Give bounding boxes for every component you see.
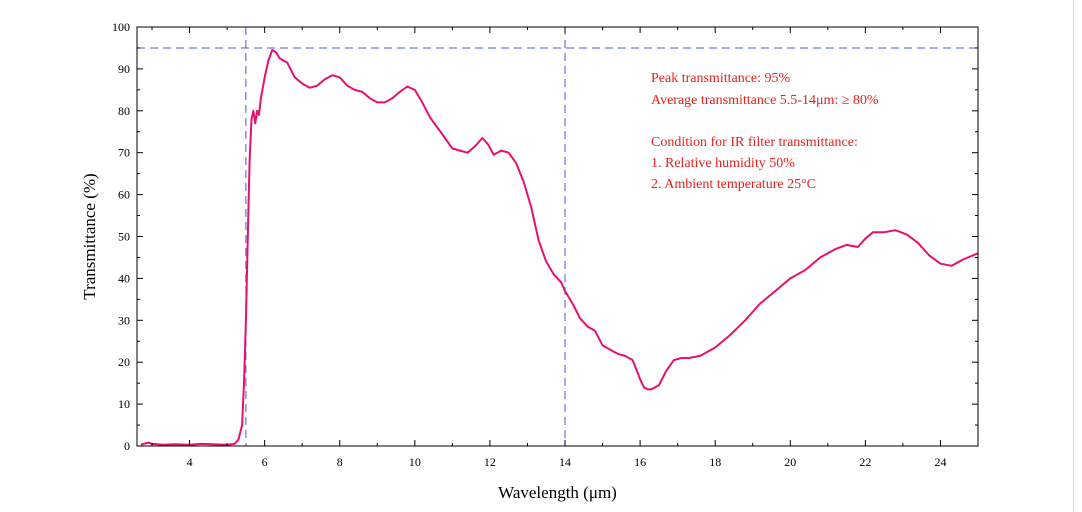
x-tick-label-16: 16 [634, 455, 646, 469]
x-tick-label-20: 20 [784, 455, 796, 469]
y-tick-label-30: 30 [118, 313, 130, 327]
y-tick-label-0: 0 [124, 439, 130, 453]
x-tick-label-6: 6 [262, 455, 268, 469]
annotation-temperature: 2. Ambient temperature 25°C [651, 177, 816, 192]
x-tick-label-4: 4 [187, 455, 193, 469]
y-tick-label-60: 60 [118, 188, 130, 202]
x-axis-title: Wavelength (μm) [498, 483, 617, 502]
y-tick-label-10: 10 [118, 397, 130, 411]
x-tick-label-8: 8 [337, 455, 343, 469]
annotation-peak: Peak transmittance: 95% [651, 71, 791, 86]
y-tick-label-80: 80 [118, 104, 130, 118]
y-tick-label-20: 20 [118, 355, 130, 369]
annotation-block: Peak transmittance: 95% Average transmit… [651, 71, 879, 192]
x-tick-label-24: 24 [934, 455, 946, 469]
y-tick-label-70: 70 [118, 146, 130, 160]
y-tick-label-90: 90 [118, 62, 130, 76]
tick-labels: 4 6 8 10 12 14 16 18 20 22 24 0 10 20 30 40 50 60 70 80 90 10… [112, 20, 946, 469]
x-tick-label-12: 12 [484, 455, 496, 469]
y-tick-label-100: 100 [112, 20, 130, 34]
series-layer [140, 49, 979, 446]
x-tick-label-18: 18 [709, 455, 721, 469]
x-tick-label-14: 14 [559, 455, 571, 469]
x-tick-label-22: 22 [859, 455, 871, 469]
annotation-condition-title: Condition for IR filter transmittance: [651, 135, 858, 150]
reference-lines [137, 27, 978, 446]
y-tick-label-50: 50 [118, 230, 130, 244]
axis-ticks [137, 26, 979, 447]
annotation-humidity: 1. Relative humidity 50% [651, 156, 795, 171]
x-tick-label-10: 10 [409, 455, 421, 469]
page-edge-divider [1073, 0, 1074, 512]
y-tick-label-40: 40 [118, 271, 130, 285]
y-axis-title: Transmittance (%) [80, 173, 99, 299]
series-line-0 [140, 49, 979, 446]
annotation-average: Average transmittance 5.5-14μm: ≥ 80% [651, 93, 879, 108]
